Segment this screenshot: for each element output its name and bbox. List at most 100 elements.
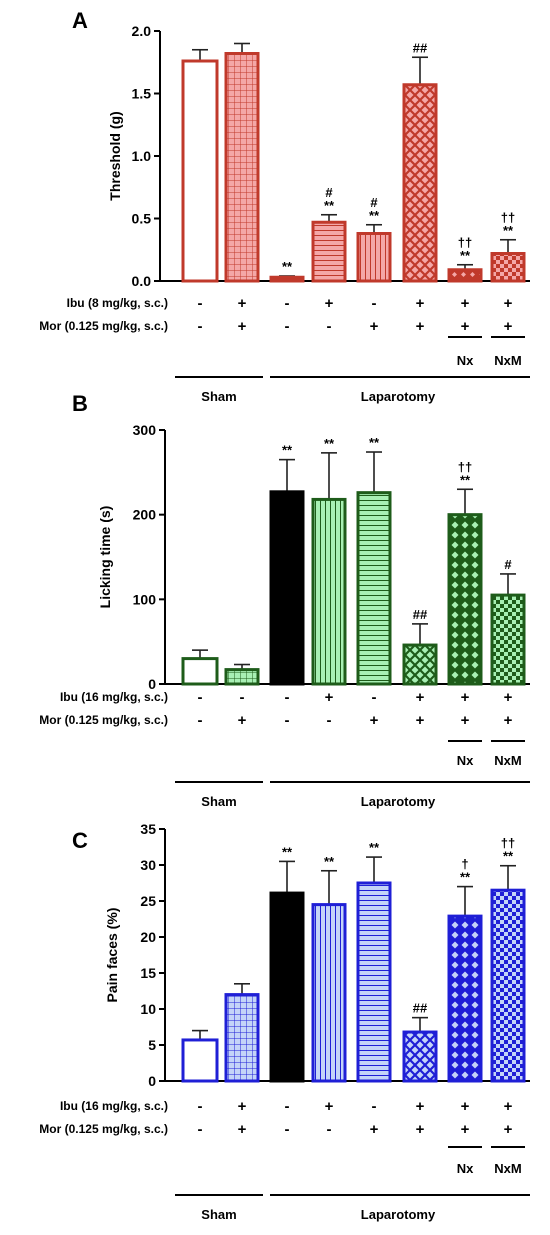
significance-symbol: †† — [458, 459, 472, 474]
significance-symbol: # — [370, 195, 378, 210]
y-tick-label: 0 — [148, 676, 156, 692]
treatment-sign: + — [238, 1098, 247, 1115]
treatment-sign: + — [416, 295, 425, 312]
significance-symbol: ## — [413, 1001, 428, 1016]
bar-2 — [224, 668, 260, 686]
bar-8 — [490, 593, 526, 686]
treatment-sign: - — [327, 318, 332, 335]
y-tick-label: 0.0 — [132, 273, 152, 289]
group-label-sham: Sham — [201, 794, 236, 809]
significance-symbol: †† — [501, 836, 515, 851]
treatment-row-label: Ibu (16 mg/kg, s.c.) — [60, 690, 168, 704]
y-tick-label: 30 — [140, 857, 156, 873]
treatment-sign: - — [240, 689, 245, 706]
panel-letter: A — [72, 8, 88, 33]
significance-asterisks: ** — [503, 223, 514, 238]
treatment-sign: + — [461, 295, 470, 312]
treatment-sign: - — [327, 1121, 332, 1138]
treatment-sign: - — [285, 1098, 290, 1115]
significance-asterisks: ** — [324, 436, 335, 451]
bar-3 — [269, 490, 305, 686]
significance-asterisks: ** — [460, 870, 471, 885]
treatment-sign: + — [416, 1121, 425, 1138]
bar-6 — [402, 83, 438, 283]
bar-3 — [269, 275, 305, 283]
group-label-laparotomy: Laparotomy — [361, 389, 436, 404]
significance-symbol: # — [504, 557, 512, 572]
y-tick-label: 20 — [140, 929, 156, 945]
group-label-laparotomy: Laparotomy — [361, 1207, 436, 1222]
significance-symbol: ## — [413, 40, 428, 55]
bar-1 — [181, 657, 219, 686]
significance-asterisks: ** — [460, 472, 471, 487]
treatment-sign: - — [198, 712, 203, 729]
significance-symbol: ## — [413, 607, 428, 622]
treatment-sign: - — [372, 689, 377, 706]
y-tick-label: 0.5 — [132, 211, 152, 227]
bar-7 — [447, 513, 483, 686]
antagonist-label: Nx — [457, 753, 474, 768]
treatment-sign: - — [372, 1098, 377, 1115]
bar-8 — [490, 888, 526, 1083]
bar-4 — [311, 220, 347, 283]
treatment-row-label: Mor (0.125 mg/kg, s.c.) — [39, 1122, 168, 1136]
treatment-sign: + — [416, 318, 425, 335]
bar-1 — [181, 1038, 219, 1083]
group-label-sham: Sham — [201, 389, 236, 404]
treatment-row-label: Mor (0.125 mg/kg, s.c.) — [39, 713, 168, 727]
y-tick-label: 300 — [133, 422, 157, 438]
y-axis-label: Licking time (s) — [97, 506, 113, 609]
y-tick-label: 200 — [133, 507, 157, 523]
y-tick-label: 35 — [140, 821, 156, 837]
y-tick-label: 1.5 — [132, 86, 152, 102]
treatment-sign: - — [198, 1098, 203, 1115]
treatment-sign: + — [325, 689, 334, 706]
significance-asterisks: ** — [369, 208, 380, 223]
antagonist-label: NxM — [494, 1161, 521, 1176]
treatment-row-label: Ibu (8 mg/kg, s.c.) — [67, 296, 168, 310]
treatment-sign: - — [285, 1121, 290, 1138]
y-tick-label: 25 — [140, 893, 156, 909]
treatment-sign: + — [370, 712, 379, 729]
significance-asterisks: ** — [282, 443, 293, 458]
treatment-sign: + — [461, 689, 470, 706]
y-tick-label: 2.0 — [132, 23, 152, 39]
treatment-sign: - — [285, 295, 290, 312]
significance-symbol: # — [325, 185, 333, 200]
significance-symbol: † — [461, 857, 468, 872]
bar-6 — [402, 643, 438, 686]
treatment-sign: + — [461, 318, 470, 335]
y-axis-label: Pain faces (%) — [104, 908, 120, 1003]
treatment-sign: + — [504, 295, 513, 312]
treatment-sign: + — [238, 318, 247, 335]
significance-symbol: †† — [458, 235, 472, 250]
treatment-sign: - — [198, 1121, 203, 1138]
y-tick-label: 5 — [148, 1037, 156, 1053]
significance-asterisks: ** — [324, 854, 335, 869]
treatment-sign: + — [504, 689, 513, 706]
bar-7 — [447, 268, 483, 283]
significance-asterisks: ** — [369, 840, 380, 855]
antagonist-label: NxM — [494, 753, 521, 768]
treatment-row-label: Ibu (16 mg/kg, s.c.) — [60, 1099, 168, 1113]
treatment-sign: - — [198, 318, 203, 335]
treatment-sign: + — [238, 712, 247, 729]
y-tick-label: 0 — [148, 1073, 156, 1089]
bar-5 — [356, 881, 392, 1083]
treatment-sign: + — [370, 1121, 379, 1138]
treatment-sign: - — [198, 689, 203, 706]
treatment-sign: + — [504, 318, 513, 335]
group-label-laparotomy: Laparotomy — [361, 794, 436, 809]
bar-6 — [402, 1030, 438, 1083]
y-tick-label: 15 — [140, 965, 156, 981]
treatment-sign: + — [238, 1121, 247, 1138]
treatment-sign: + — [461, 712, 470, 729]
antagonist-label: Nx — [457, 353, 474, 368]
bar-2 — [224, 993, 260, 1083]
treatment-sign: + — [504, 712, 513, 729]
treatment-sign: + — [238, 295, 247, 312]
treatment-sign: - — [285, 318, 290, 335]
